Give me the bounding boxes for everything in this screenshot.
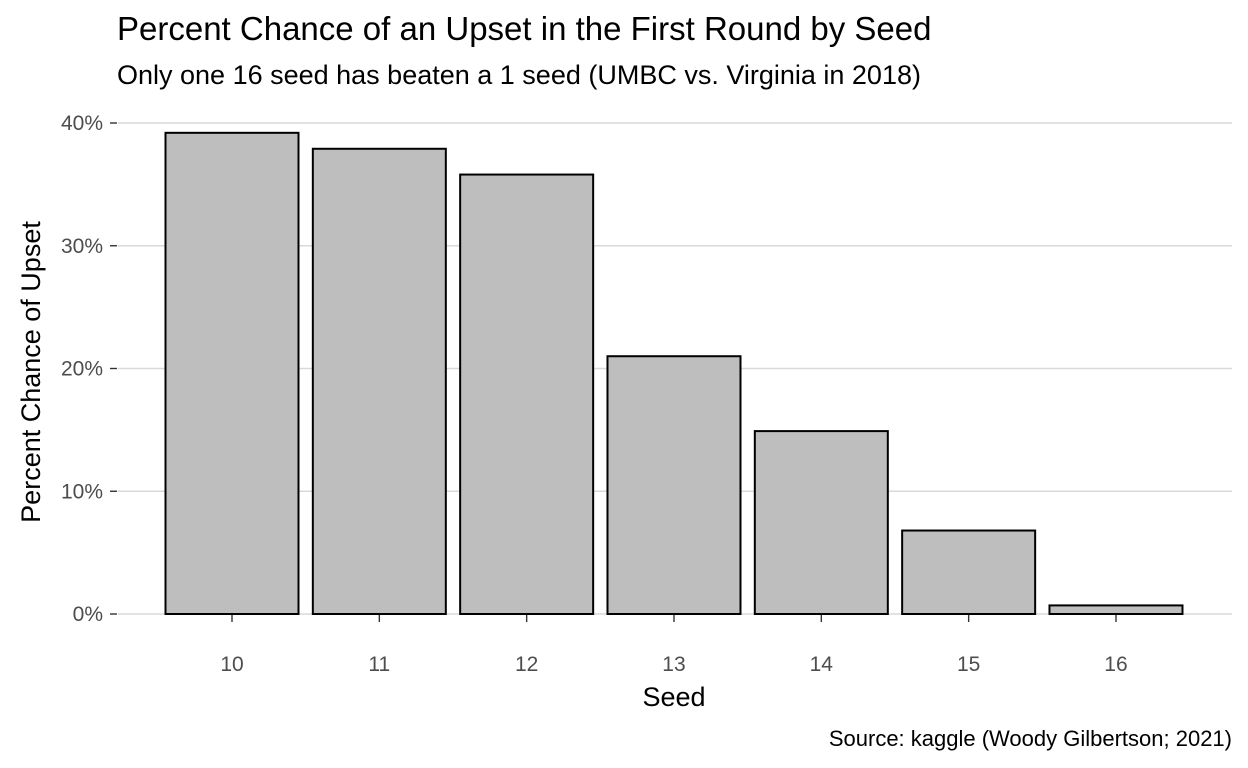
bar-seed-13 — [606, 355, 742, 615]
y-tick-label: 10% — [61, 480, 103, 503]
chart-subtitle: Only one 16 seed has beaten a 1 seed (UM… — [117, 60, 921, 90]
bar-seed-16 — [1048, 604, 1184, 615]
chart-caption: Source: kaggle (Woody Gilbertson; 2021) — [828, 726, 1232, 751]
y-axis-title: Percent Chance of Upset — [16, 221, 46, 523]
bars — [164, 131, 1184, 616]
bar-seed-15 — [901, 529, 1037, 616]
x-tick-label: 10 — [220, 653, 243, 676]
y-axis-ticks: 0% 10% 20% 30% 40% — [61, 112, 117, 626]
x-tick-label: 15 — [957, 653, 980, 676]
x-tick-label: 12 — [515, 653, 538, 676]
x-tick-label: 14 — [810, 653, 834, 676]
x-tick-label: 16 — [1104, 653, 1127, 676]
x-axis-ticks: 10 11 12 13 14 15 16 — [220, 615, 1128, 676]
bar-seed-10 — [164, 131, 300, 615]
bar-seed-11 — [311, 147, 447, 615]
y-tick-label: 0% — [73, 603, 103, 626]
bar-seed-12 — [459, 173, 595, 615]
x-tick-label: 11 — [368, 653, 390, 676]
x-tick-label: 13 — [662, 653, 685, 676]
bar-seed-14 — [753, 430, 889, 616]
y-tick-label: 40% — [61, 112, 103, 135]
x-axis-title: Seed — [642, 682, 705, 712]
y-tick-label: 20% — [61, 358, 103, 381]
y-tick-label: 30% — [61, 235, 103, 258]
chart-title: Percent Chance of an Upset in the First … — [117, 10, 932, 47]
